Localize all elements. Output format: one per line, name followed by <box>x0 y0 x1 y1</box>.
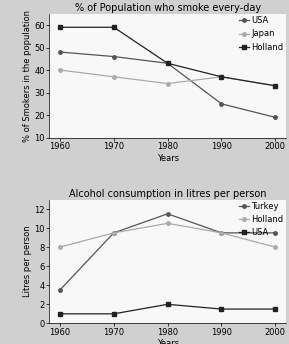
Japan <box>220 75 223 79</box>
X-axis label: Years: Years <box>157 339 179 344</box>
Japan <box>274 84 277 88</box>
Y-axis label: Litres per person: Litres per person <box>23 226 32 297</box>
USA <box>58 312 62 316</box>
Holland <box>220 231 223 235</box>
Holland <box>274 84 277 88</box>
Turkey <box>220 231 223 235</box>
Y-axis label: % of Smokers in the population: % of Smokers in the population <box>23 10 32 142</box>
Line: USA: USA <box>58 303 277 315</box>
Holland <box>220 75 223 79</box>
Legend: Turkey, Holland, USA: Turkey, Holland, USA <box>238 201 284 238</box>
USA <box>274 115 277 119</box>
Turkey <box>112 231 116 235</box>
Line: USA: USA <box>58 50 277 119</box>
X-axis label: Years: Years <box>157 153 179 163</box>
Holland <box>274 245 277 249</box>
Holland <box>112 25 116 29</box>
Japan <box>112 75 116 79</box>
Holland <box>166 61 169 65</box>
Line: Holland: Holland <box>58 222 277 249</box>
Holland <box>112 231 116 235</box>
Line: Japan: Japan <box>58 68 277 88</box>
Title: % of Population who smoke every-day: % of Population who smoke every-day <box>75 3 261 13</box>
USA <box>220 102 223 106</box>
Japan <box>166 82 169 86</box>
Turkey <box>166 212 169 216</box>
Title: Alcohol consumption in litres per person: Alcohol consumption in litres per person <box>69 189 266 199</box>
USA <box>58 50 62 54</box>
Holland <box>166 221 169 225</box>
USA <box>112 54 116 58</box>
USA <box>112 312 116 316</box>
Holland <box>58 25 62 29</box>
Holland <box>58 245 62 249</box>
Turkey <box>58 288 62 292</box>
USA <box>274 307 277 311</box>
Line: Holland: Holland <box>58 25 277 88</box>
Line: Turkey: Turkey <box>58 212 277 292</box>
Turkey <box>274 231 277 235</box>
Japan <box>58 68 62 72</box>
USA <box>166 302 169 307</box>
USA <box>166 61 169 65</box>
USA <box>220 307 223 311</box>
Legend: USA, Japan, Holland: USA, Japan, Holland <box>238 15 284 52</box>
